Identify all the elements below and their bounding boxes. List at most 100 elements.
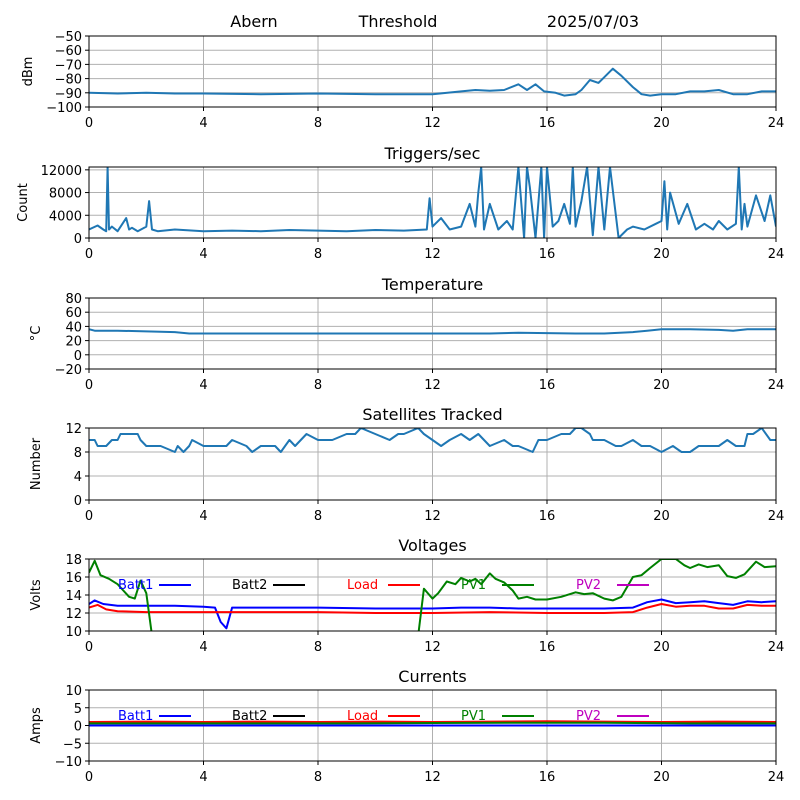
voltages-legend-label-pv1: PV1 (461, 578, 486, 593)
signal-xtick-label: 4 (199, 116, 207, 131)
voltages-series-load (89, 603, 776, 614)
voltages-legend-label-load: Load (347, 578, 378, 593)
temperature-title: Temperature (381, 275, 483, 294)
triggers-xtick-label: 4 (199, 247, 207, 262)
voltages-panel: 0 4 8 12 16 20 24 10 12 14 16 18 Voltages Volts Batt1 B… (29, 536, 784, 655)
signal-ytick-label: −60 (55, 44, 82, 59)
triggers-xtick-label: 20 (653, 247, 670, 262)
currents-ylabel: Amps (29, 707, 44, 744)
temperature-ytick-label: 60 (65, 306, 82, 321)
triggers-xtick-label: 0 (85, 247, 93, 262)
voltages-series-pv1 (89, 559, 776, 631)
temperature-ytick-label: 0 (74, 349, 82, 364)
temperature-series-group (89, 328, 776, 335)
voltages-ytick-label: 14 (65, 589, 82, 604)
satellites-xtick-label: 12 (424, 509, 441, 524)
signal-panel: 0 4 8 12 16 20 24 −50−60−70−80−90−100 dBm (21, 30, 784, 131)
signal-series-group (89, 67, 776, 97)
temperature-ytick-label: 40 (65, 320, 82, 335)
triggers-xtick-label: 12 (424, 247, 441, 262)
voltages-ytick-label: 10 (65, 625, 82, 640)
currents-ytick-label: 10 (65, 684, 82, 699)
temperature-ytick-label: −20 (55, 363, 82, 378)
satellites-xtick-label: 24 (768, 509, 785, 524)
triggers-title: Triggers/sec (384, 144, 481, 163)
satellites-ytick-label: 4 (74, 470, 82, 485)
voltages-xtick-label: 8 (314, 640, 322, 655)
signal-xtick-label: 16 (539, 116, 556, 131)
currents-ytick-label: −5 (63, 737, 82, 752)
signal-ytick-label: −70 (55, 58, 82, 73)
signal-ytick-label: −90 (55, 87, 82, 102)
voltages-ytick-label: 16 (65, 571, 82, 586)
currents-xtick-label: 24 (768, 770, 785, 785)
currents-xtick-label: 4 (199, 770, 207, 785)
temperature-xtick-label: 20 (653, 378, 670, 393)
satellites-panel: 0 4 8 12 16 20 24 0 4 8 12 Satellites Tracked Number (29, 405, 784, 524)
triggers-ytick-label: 4000 (49, 209, 82, 224)
temperature-xtick-label: 8 (314, 378, 322, 393)
satellites-xtick-label: 0 (85, 509, 93, 524)
voltages-ylabel: Volts (29, 579, 44, 611)
signal-xtick-label: 0 (85, 116, 93, 131)
voltages-legend-label-batt1: Batt1 (118, 578, 153, 593)
triggers-xtick-label: 8 (314, 247, 322, 262)
voltages-xtick-label: 20 (653, 640, 670, 655)
currents-panel: 0 4 8 12 16 20 24 −10 −5 0 5 10 Currents Amps Batt1 Bat… (29, 667, 784, 785)
voltages-xtick-label: 0 (85, 640, 93, 655)
triggers-ytick-label: 8000 (49, 187, 82, 202)
currents-series-group (89, 720, 776, 727)
voltages-legend-label-batt2: Batt2 (232, 578, 267, 593)
satellites-title: Satellites Tracked (362, 405, 502, 424)
satellites-series-0 (89, 428, 776, 453)
currents-ytick-label: −10 (55, 755, 82, 770)
triggers-series-0 (89, 167, 776, 238)
currents-xtick-label: 0 (85, 770, 93, 785)
currents-xtick-label: 16 (539, 770, 556, 785)
triggers-ytick-label: 0 (74, 232, 82, 247)
voltages-xtick-label: 24 (768, 640, 785, 655)
currents-legend-label-pv1: PV1 (461, 709, 486, 724)
currents-legend-label-load: Load (347, 709, 378, 724)
temperature-xtick-label: 16 (539, 378, 556, 393)
currents-legend-label-batt1: Batt1 (118, 709, 153, 724)
currents-legend-label-batt2: Batt2 (232, 709, 267, 724)
voltages-ytick-label: 18 (65, 553, 82, 568)
voltages-title: Voltages (398, 536, 466, 555)
temperature-ylabel: °C (29, 326, 44, 342)
temperature-xtick-label: 12 (424, 378, 441, 393)
voltages-xtick-label: 12 (424, 640, 441, 655)
header-station: Abern (230, 12, 277, 31)
voltages-xtick-label: 16 (539, 640, 556, 655)
voltages-legend-label-pv2: PV2 (576, 578, 601, 593)
triggers-xtick-label: 24 (768, 247, 785, 262)
signal-series-0 (89, 67, 776, 97)
triggers-ylabel: Count (16, 183, 31, 222)
header-mode: Threshold (358, 12, 438, 31)
satellites-ylabel: Number (29, 437, 44, 490)
signal-xtick-label: 12 (424, 116, 441, 131)
signal-ylabel: dBm (21, 57, 36, 87)
temperature-xtick-label: 4 (199, 378, 207, 393)
temperature-xtick-label: 0 (85, 378, 93, 393)
satellites-ytick-label: 0 (74, 494, 82, 509)
temperature-ytick-label: 80 (65, 292, 82, 307)
currents-title: Currents (398, 667, 466, 686)
currents-legend-label-pv2: PV2 (576, 709, 601, 724)
signal-xtick-label: 24 (768, 116, 785, 131)
voltages-ytick-label: 12 (65, 607, 82, 622)
temperature-series-0 (89, 328, 776, 335)
triggers-ytick-label: 12000 (41, 164, 82, 179)
currents-series-load (89, 720, 776, 723)
signal-xtick-label: 20 (653, 116, 670, 131)
signal-ytick-label: −50 (55, 30, 82, 45)
currents-ytick-label: 0 (74, 720, 82, 735)
signal-ytick-label: −100 (46, 101, 82, 116)
temperature-xtick-label: 24 (768, 378, 785, 393)
triggers-panel: 0 4 8 12 16 20 24 0 4000 8000 12000 Triggers/sec Cou… (16, 144, 784, 262)
satellites-series-group (89, 428, 776, 453)
satellites-ytick-label: 8 (74, 446, 82, 461)
